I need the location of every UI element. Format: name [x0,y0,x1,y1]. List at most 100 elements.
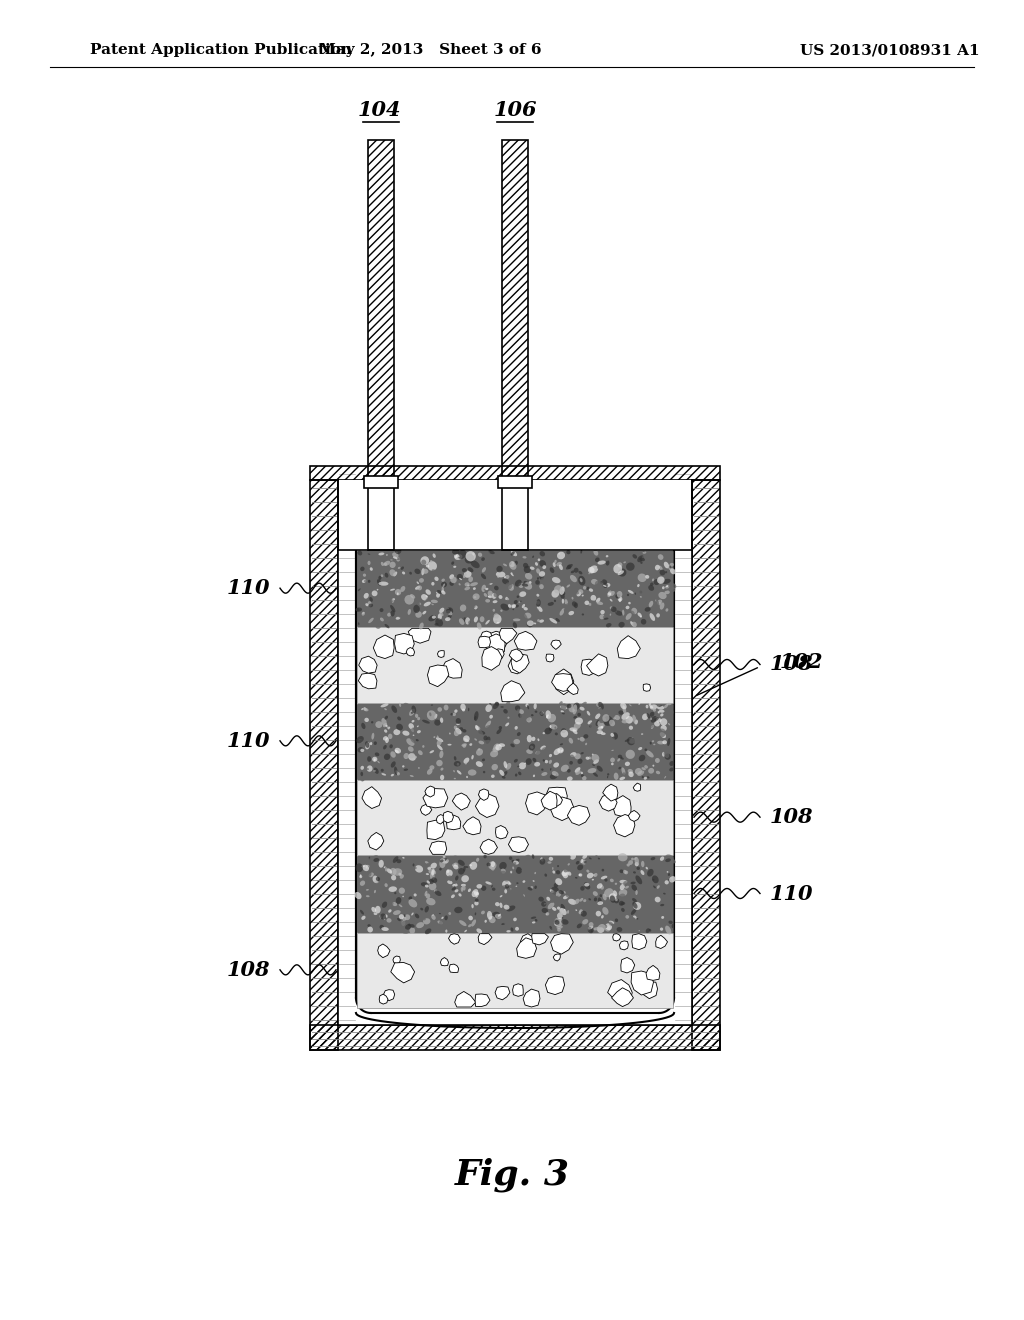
Ellipse shape [552,774,556,775]
Ellipse shape [612,733,618,739]
Ellipse shape [465,762,467,764]
Ellipse shape [393,598,395,601]
Bar [357,548,673,1012]
Polygon shape [564,808,575,817]
Ellipse shape [602,907,608,915]
Ellipse shape [601,733,605,735]
Ellipse shape [409,896,413,900]
Ellipse shape [394,739,400,746]
Ellipse shape [384,562,387,566]
Polygon shape [478,789,488,800]
Ellipse shape [474,738,477,741]
Ellipse shape [513,861,519,865]
Ellipse shape [359,875,362,878]
Ellipse shape [564,929,569,933]
Ellipse shape [542,908,548,913]
Ellipse shape [649,705,657,710]
Ellipse shape [494,735,501,741]
Ellipse shape [450,878,453,882]
Ellipse shape [656,576,659,578]
Ellipse shape [542,747,548,751]
Ellipse shape [481,886,486,891]
Ellipse shape [639,755,645,762]
Ellipse shape [532,775,536,777]
Ellipse shape [457,763,459,766]
Ellipse shape [478,730,485,734]
Ellipse shape [607,774,609,775]
Ellipse shape [421,882,428,887]
Ellipse shape [436,591,438,594]
Ellipse shape [524,582,532,590]
Polygon shape [358,656,377,673]
Ellipse shape [429,879,434,884]
Ellipse shape [530,746,534,748]
Polygon shape [453,793,470,810]
Polygon shape [612,933,621,941]
Ellipse shape [478,741,484,744]
Ellipse shape [550,890,554,892]
Ellipse shape [445,622,447,626]
Ellipse shape [391,774,394,776]
Ellipse shape [380,609,383,612]
Ellipse shape [631,908,636,915]
Ellipse shape [451,577,457,583]
Ellipse shape [515,774,517,776]
Ellipse shape [599,861,607,867]
Ellipse shape [516,744,524,752]
Ellipse shape [481,574,486,579]
Ellipse shape [579,589,584,594]
Ellipse shape [635,917,637,919]
Ellipse shape [617,758,621,762]
Ellipse shape [579,874,583,876]
Ellipse shape [422,719,430,723]
Ellipse shape [434,771,439,774]
Ellipse shape [368,601,372,607]
Ellipse shape [524,770,528,775]
Ellipse shape [637,771,644,776]
Ellipse shape [546,912,549,916]
Ellipse shape [525,855,531,863]
Ellipse shape [567,565,571,569]
Ellipse shape [394,747,401,754]
Ellipse shape [582,776,587,780]
Ellipse shape [437,920,443,924]
Ellipse shape [620,870,624,873]
Ellipse shape [485,599,490,603]
Ellipse shape [492,886,493,887]
Ellipse shape [599,715,606,723]
Ellipse shape [497,622,500,623]
Ellipse shape [663,556,667,560]
Ellipse shape [509,882,511,884]
Ellipse shape [551,623,556,627]
Ellipse shape [497,576,499,578]
Ellipse shape [667,871,669,873]
Ellipse shape [390,610,394,616]
Ellipse shape [476,748,483,755]
Ellipse shape [609,599,612,602]
Ellipse shape [580,898,584,902]
Ellipse shape [551,890,556,895]
Ellipse shape [626,915,629,919]
Ellipse shape [515,579,522,586]
Ellipse shape [550,568,554,573]
Ellipse shape [361,775,366,781]
Ellipse shape [409,752,415,759]
Ellipse shape [379,582,388,586]
Ellipse shape [624,870,627,874]
Ellipse shape [549,754,552,758]
Ellipse shape [494,586,499,590]
Ellipse shape [581,772,583,774]
Ellipse shape [641,767,646,771]
Ellipse shape [361,579,367,583]
Ellipse shape [457,574,463,579]
Bar [502,480,528,550]
Ellipse shape [657,577,665,583]
Ellipse shape [552,870,555,874]
Ellipse shape [620,880,628,883]
Ellipse shape [398,887,404,894]
Ellipse shape [560,590,565,595]
Ellipse shape [464,876,469,882]
Ellipse shape [376,721,383,729]
Ellipse shape [537,599,541,607]
Ellipse shape [434,719,440,726]
